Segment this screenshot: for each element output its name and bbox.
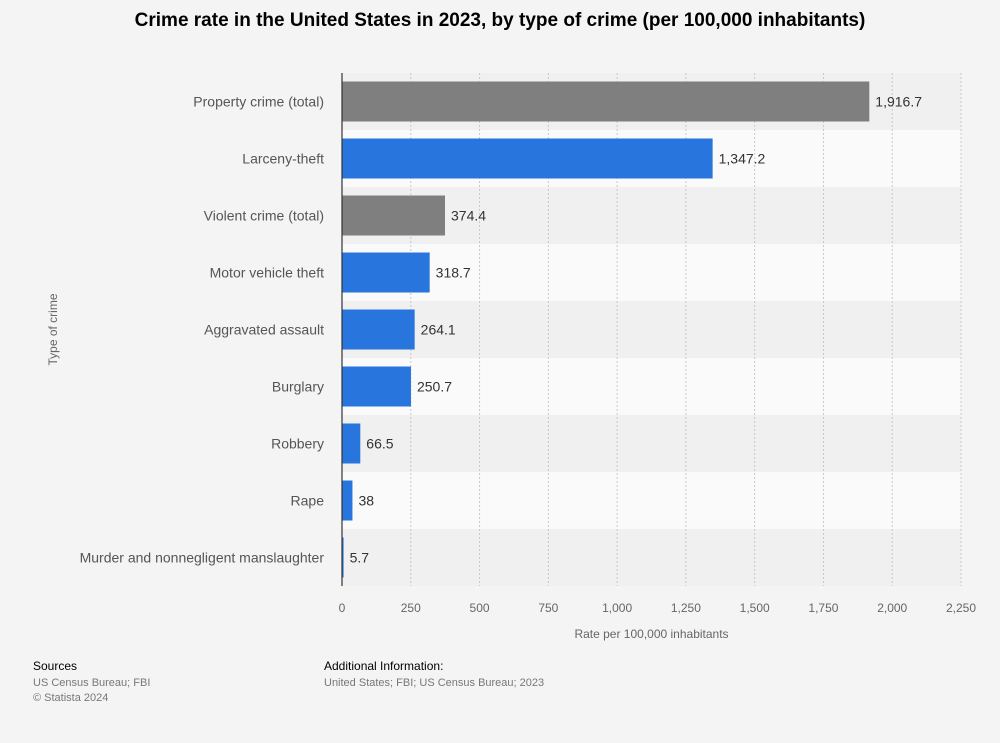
category-label: Burglary (272, 379, 324, 395)
x-tick-label: 250 (401, 601, 421, 615)
category-label: Rape (291, 493, 325, 509)
value-label: 5.7 (350, 550, 370, 566)
row-band (342, 529, 961, 586)
x-tick-label: 1,750 (808, 601, 838, 615)
bar (342, 537, 344, 578)
category-label: Violent crime (total) (204, 208, 324, 224)
value-label: 264.1 (421, 322, 456, 338)
bar (342, 366, 411, 407)
copyright-line: © Statista 2024 (33, 692, 109, 704)
bar (342, 480, 353, 521)
value-label: 66.5 (366, 436, 393, 452)
x-tick-label: 500 (470, 601, 490, 615)
row-band (342, 358, 961, 415)
chart-title: Crime rate in the United States in 2023,… (134, 10, 866, 31)
sources-heading: Sources (33, 659, 78, 673)
category-label: Robbery (271, 436, 324, 452)
value-label: 374.4 (451, 208, 486, 224)
y-axis-title: Type of crime (46, 293, 60, 365)
x-tick-label: 0 (339, 601, 346, 615)
category-label: Murder and nonnegligent manslaughter (80, 550, 325, 566)
bar (342, 81, 870, 122)
row-band (342, 301, 961, 358)
value-label: 1,916.7 (875, 94, 922, 110)
x-tick-label: 2,000 (877, 601, 907, 615)
row-band (342, 187, 961, 244)
x-tick-label: 1,000 (602, 601, 632, 615)
x-tick-label: 2,250 (946, 601, 976, 615)
bar (342, 138, 713, 179)
sources-text: US Census Bureau; FBI © Statista 2024 (33, 676, 150, 706)
bar (342, 423, 361, 464)
row-band (342, 472, 961, 529)
value-label: 250.7 (417, 379, 452, 395)
sources-line: US Census Bureau; FBI (33, 677, 151, 689)
x-axis-title: Rate per 100,000 inhabitants (574, 627, 728, 641)
category-label: Property crime (total) (193, 94, 324, 110)
x-tick-label: 1,500 (740, 601, 770, 615)
category-label: Larceny-theft (242, 151, 324, 167)
value-label: 38 (358, 493, 374, 509)
bar-chart: Property crime (total) 1,916.7 Larceny-the… (46, 73, 976, 641)
x-tick-label: 750 (538, 601, 558, 615)
row-band (342, 415, 961, 472)
value-label: 1,347.2 (719, 151, 766, 167)
row-band (342, 244, 961, 301)
bar (342, 252, 430, 293)
additional-info-text: United States; FBI; US Census Bureau; 20… (324, 677, 545, 689)
bar (342, 195, 446, 236)
category-label: Aggravated assault (204, 322, 324, 338)
value-label: 318.7 (436, 265, 471, 281)
category-label: Motor vehicle theft (210, 265, 324, 281)
additional-info-heading: Additional Information: (324, 659, 444, 673)
bar (342, 309, 415, 350)
x-tick-label: 1,250 (671, 601, 701, 615)
